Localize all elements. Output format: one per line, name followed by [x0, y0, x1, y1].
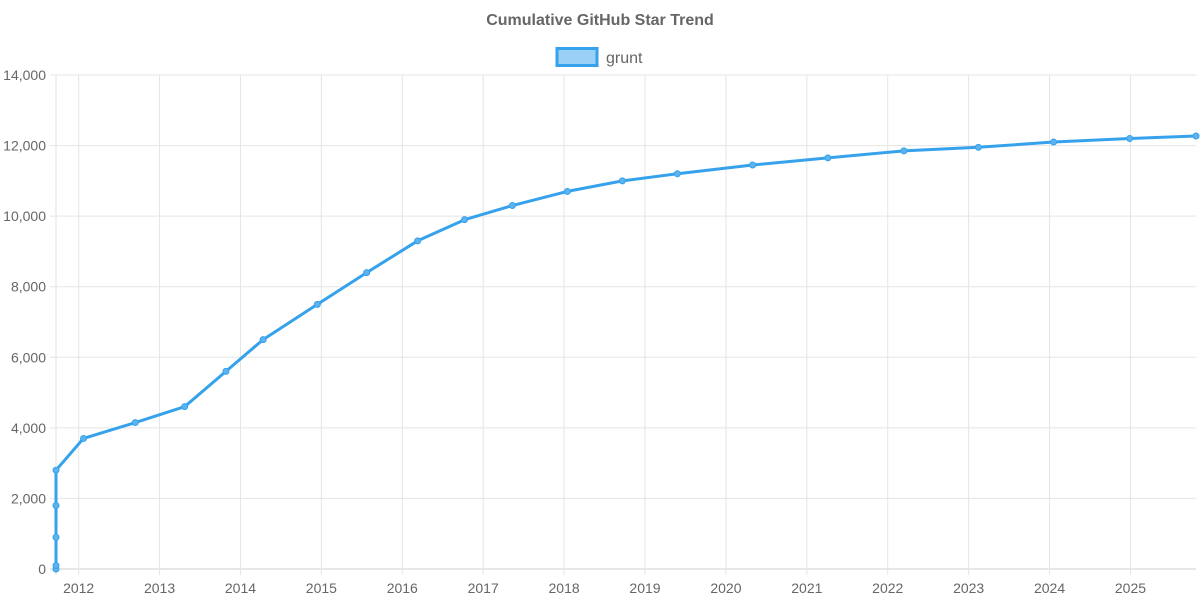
- y-tick-label: 0: [38, 561, 46, 577]
- data-point: [749, 161, 757, 169]
- data-point: [52, 533, 60, 541]
- x-tick-label: 2023: [953, 580, 984, 596]
- data-point: [52, 466, 60, 474]
- data-point: [181, 403, 189, 411]
- data-point: [1126, 135, 1134, 143]
- data-point: [80, 434, 88, 442]
- x-tick-label: 2016: [387, 580, 418, 596]
- data-point: [618, 177, 626, 185]
- data-point: [508, 202, 516, 210]
- data-point: [1050, 138, 1058, 146]
- x-tick-label: 2024: [1034, 580, 1065, 596]
- y-tick-label: 8,000: [11, 279, 46, 295]
- x-tick-label: 2025: [1115, 580, 1146, 596]
- data-point: [414, 237, 422, 245]
- data-point: [259, 336, 267, 344]
- data-point: [461, 216, 469, 224]
- y-tick-label: 6,000: [11, 349, 46, 365]
- data-point: [673, 170, 681, 178]
- y-tick-label: 10,000: [3, 208, 46, 224]
- y-tick-label: 14,000: [3, 67, 46, 83]
- x-tick-label: 2014: [225, 580, 256, 596]
- data-point: [131, 419, 139, 427]
- data-point: [974, 143, 982, 151]
- data-point: [1192, 132, 1200, 140]
- data-point: [313, 300, 321, 308]
- data-point: [824, 154, 832, 162]
- data-point: [52, 561, 60, 569]
- data-point: [52, 501, 60, 509]
- x-tick-label: 2018: [549, 580, 580, 596]
- x-tick-label: 2020: [710, 580, 741, 596]
- chart-title: Cumulative GitHub Star Trend: [486, 12, 714, 29]
- x-tick-label: 2017: [468, 580, 499, 596]
- x-tick-label: 2022: [872, 580, 903, 596]
- data-point: [363, 269, 371, 277]
- x-tick-label: 2021: [791, 580, 822, 596]
- data-point: [900, 147, 908, 155]
- x-tick-label: 2012: [63, 580, 94, 596]
- y-tick-label: 2,000: [11, 490, 46, 506]
- legend-label: grunt: [606, 50, 643, 67]
- x-tick-label: 2013: [144, 580, 175, 596]
- data-point: [222, 367, 230, 375]
- x-tick-label: 2019: [629, 580, 660, 596]
- y-tick-label: 4,000: [11, 420, 46, 436]
- x-tick-label: 2015: [306, 580, 337, 596]
- legend-swatch: [555, 47, 599, 67]
- legend[interactable]: grunt: [555, 47, 643, 68]
- data-point: [563, 187, 571, 195]
- y-tick-label: 12,000: [3, 138, 46, 154]
- series-line-grunt: [54, 134, 1197, 569]
